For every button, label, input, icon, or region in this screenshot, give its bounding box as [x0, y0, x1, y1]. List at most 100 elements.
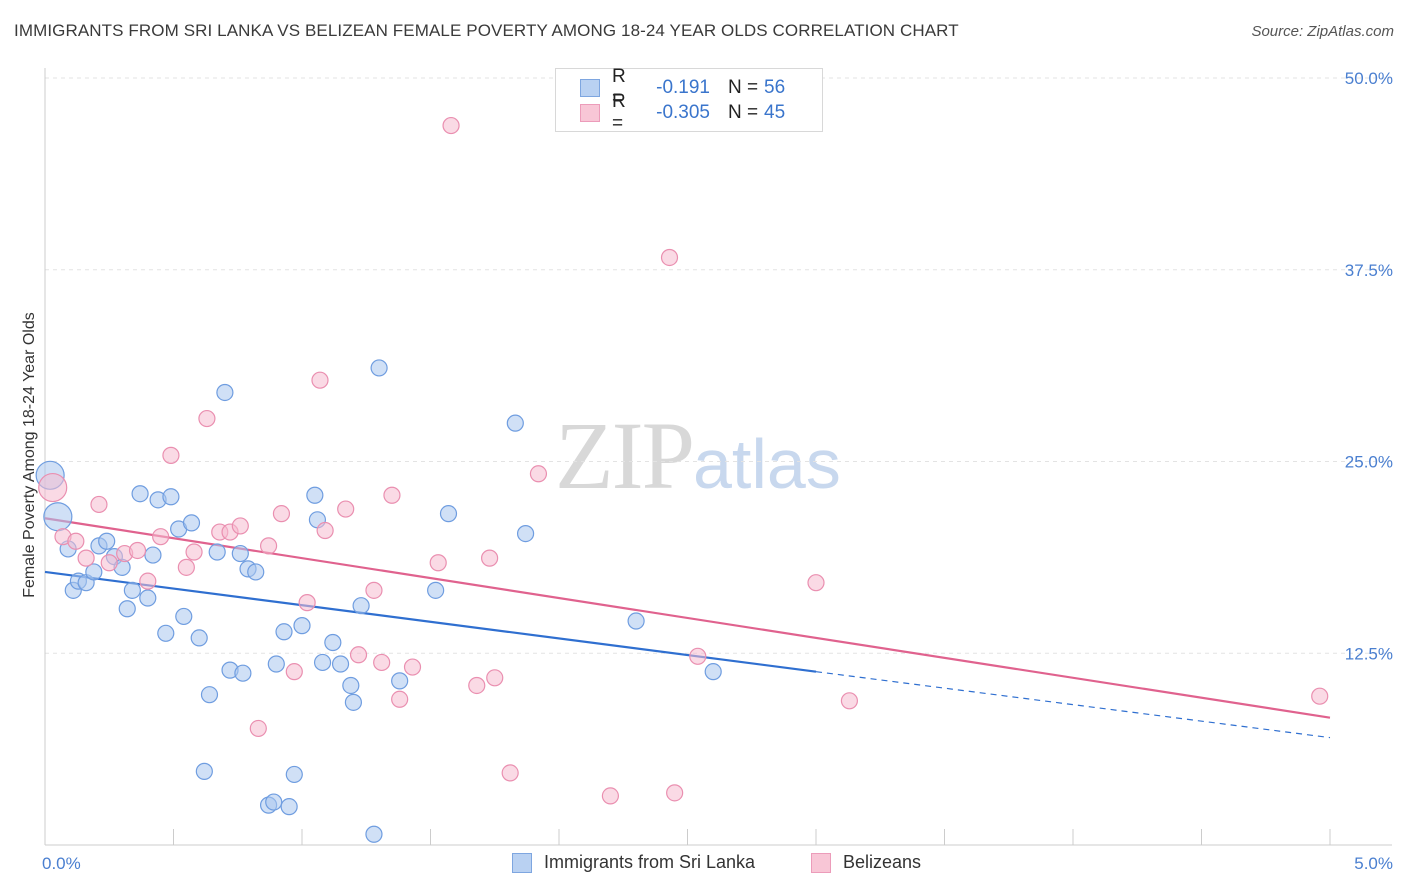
point-belizeans — [185, 543, 203, 561]
point-belizeans — [152, 528, 170, 546]
point-sri-lanka — [439, 505, 458, 523]
point-sri-lanka — [234, 664, 252, 682]
axes — [44, 68, 1392, 846]
legend-swatch-belizeans — [580, 104, 600, 122]
bottom-legend-belizeans: Belizeans — [811, 852, 921, 873]
point-belizeans — [128, 541, 147, 560]
point-sri-lanka — [704, 663, 722, 681]
y-tick-label: 12.5% — [1345, 644, 1393, 663]
point-sri-lanka — [162, 488, 180, 506]
point-sri-lanka — [195, 762, 213, 780]
point-sri-lanka — [275, 623, 293, 641]
point-belizeans — [67, 532, 85, 550]
point-belizeans — [383, 486, 401, 504]
point-sri-lanka — [231, 544, 249, 563]
legend-n-label: N = — [728, 77, 759, 98]
legend-n-label: N = — [728, 102, 759, 123]
legend: R = -0.191 N = 56 R = -0.305 N = 45 — [555, 66, 823, 134]
legend-r-label: R = — [612, 91, 626, 134]
point-sri-lanka — [123, 581, 141, 599]
point-sri-lanka — [331, 655, 350, 673]
point-sri-lanka — [365, 825, 383, 843]
point-sri-lanka — [265, 793, 283, 811]
point-sri-lanka — [157, 624, 175, 642]
bottom-legend-swatch-belizeans — [811, 852, 831, 873]
point-belizeans — [666, 784, 684, 802]
point-sri-lanka — [139, 589, 157, 607]
point-belizeans — [139, 572, 157, 590]
legend-n-value: 56 — [764, 77, 786, 98]
point-belizeans — [311, 371, 329, 389]
point-belizeans — [298, 594, 316, 612]
trend-line-sri-lanka — [44, 570, 817, 673]
point-belizeans — [807, 574, 825, 592]
x-tick-label: 5.0% — [1354, 854, 1393, 873]
bottom-legend-label-belizeans: Belizeans — [843, 852, 922, 872]
point-belizeans — [337, 500, 355, 518]
point-sri-lanka — [190, 629, 208, 647]
legend-r-label: R = — [612, 66, 626, 109]
point-sri-lanka — [200, 686, 219, 704]
point-sri-lanka — [627, 612, 645, 630]
point-belizeans — [529, 465, 548, 483]
watermark: ZIPatlas — [555, 400, 841, 511]
point-belizeans — [391, 690, 409, 708]
point-sri-lanka — [208, 543, 226, 561]
point-sri-lanka — [144, 546, 162, 564]
point-sri-lanka — [293, 617, 311, 635]
point-sri-lanka — [182, 514, 201, 532]
bottom-legend-sri-lanka: Immigrants from Sri Lanka — [512, 852, 755, 873]
point-sri-lanka — [506, 414, 524, 432]
bottom-legend-label-sri-lanka: Immigrants from Sri Lanka — [544, 852, 756, 872]
y-tick-label: 50.0% — [1345, 69, 1393, 88]
point-sri-lanka — [342, 676, 360, 695]
point-sri-lanka — [306, 486, 324, 504]
data-points — [35, 116, 1329, 843]
point-belizeans — [365, 581, 383, 599]
point-belizeans — [601, 787, 620, 805]
y-tick-label: 25.0% — [1345, 453, 1393, 472]
point-sri-lanka — [285, 765, 303, 784]
point-belizeans — [468, 676, 486, 695]
legend-row-sri-lanka: R = -0.191 N = 56 — [580, 66, 786, 109]
point-belizeans — [1311, 687, 1329, 705]
point-sri-lanka — [267, 655, 285, 673]
point-belizeans — [316, 521, 334, 540]
point-belizeans — [840, 692, 859, 710]
point-sri-lanka — [370, 359, 388, 377]
point-belizeans — [90, 495, 108, 514]
point-belizeans — [77, 549, 95, 567]
point-sri-lanka — [516, 524, 535, 543]
point-sri-lanka — [324, 633, 342, 652]
point-belizeans — [100, 554, 118, 572]
trend-line-belizeans — [44, 517, 1331, 719]
point-sri-lanka — [216, 383, 234, 402]
point-sri-lanka — [85, 563, 103, 581]
point-belizeans — [349, 646, 368, 664]
point-belizeans — [272, 505, 291, 523]
watermark-atlas: atlas — [693, 425, 841, 503]
point-belizeans — [249, 719, 267, 738]
point-belizeans — [660, 248, 679, 267]
point-belizeans — [259, 537, 278, 555]
point-belizeans — [373, 653, 391, 672]
chart-title: IMMIGRANTS FROM SRI LANKA VS BELIZEAN FE… — [14, 21, 959, 40]
trend-line-sri-lanka-extension — [815, 671, 1331, 739]
legend-row-belizeans: R = -0.305 N = 45 — [580, 91, 785, 134]
point-sri-lanka — [427, 581, 445, 599]
point-belizeans — [403, 658, 422, 676]
source-label: Source: ZipAtlas.com — [1251, 23, 1394, 40]
x-tick-label: 0.0% — [42, 854, 81, 873]
point-sri-lanka — [344, 693, 362, 711]
point-sri-lanka — [43, 502, 73, 532]
point-belizeans — [486, 669, 504, 687]
point-sri-lanka — [352, 597, 370, 615]
point-belizeans — [481, 549, 499, 567]
point-sri-lanka — [175, 607, 193, 626]
point-sri-lanka — [247, 563, 265, 581]
tick-labels: 12.5% 25.0% 37.5% 50.0% 0.0% 5.0% — [42, 69, 1393, 873]
point-sri-lanka — [118, 600, 136, 618]
point-belizeans — [177, 558, 195, 576]
point-belizeans — [38, 472, 68, 503]
